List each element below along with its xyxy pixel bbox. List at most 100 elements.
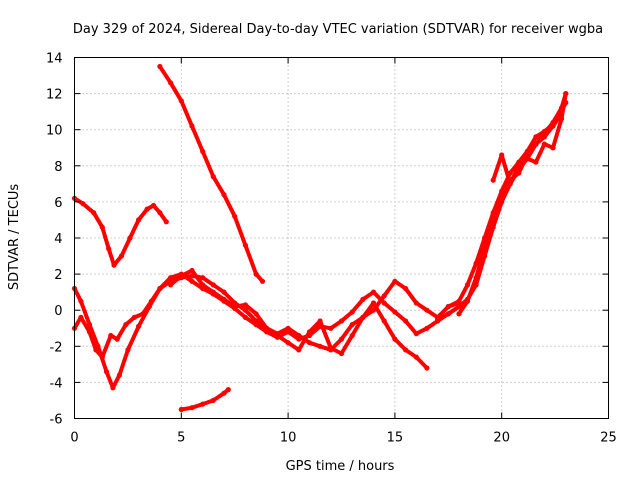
series-line-trace-j <box>491 91 568 186</box>
data-point <box>413 354 419 360</box>
data-point <box>541 134 548 140</box>
series-line-trace-e <box>72 273 461 360</box>
data-point <box>108 332 114 339</box>
data-point <box>533 141 539 147</box>
data-point <box>136 323 142 329</box>
data-point <box>464 282 471 288</box>
data-point <box>490 217 496 223</box>
data-point <box>306 340 313 346</box>
data-point <box>91 210 97 216</box>
data-point <box>392 309 398 315</box>
data-point <box>178 406 184 413</box>
data-point <box>99 224 105 230</box>
data-point <box>221 390 227 396</box>
series-line-trace-c <box>179 387 231 412</box>
data-point <box>93 347 99 353</box>
y-axis-label: SDTVAR / TECUs <box>7 184 22 291</box>
data-point <box>210 282 216 288</box>
data-point <box>80 201 86 207</box>
y-tick-label: 6 <box>54 196 62 211</box>
data-point <box>370 300 377 306</box>
data-point <box>285 340 291 346</box>
data-point <box>456 304 462 310</box>
x-tick-label: 0 <box>70 431 78 446</box>
data-point <box>189 267 195 274</box>
data-point <box>473 275 479 281</box>
data-point <box>253 318 259 324</box>
data-point <box>381 318 387 324</box>
data-point <box>473 260 479 266</box>
data-point <box>242 314 248 320</box>
data-point <box>381 300 387 306</box>
data-point <box>370 289 377 295</box>
data-point <box>125 347 131 353</box>
data-point <box>200 282 206 288</box>
data-point <box>168 80 174 86</box>
data-point <box>106 246 112 252</box>
plot-frame <box>74 57 609 419</box>
y-tick-label: -4 <box>50 376 63 391</box>
data-point <box>541 141 548 147</box>
data-point <box>413 300 419 306</box>
data-point <box>189 123 195 129</box>
data-point <box>349 309 355 315</box>
data-point <box>123 322 129 328</box>
y-tick-label: 2 <box>54 268 62 283</box>
data-point <box>338 350 345 357</box>
data-point <box>210 397 216 403</box>
data-point <box>140 311 146 317</box>
data-point <box>445 304 451 310</box>
data-point <box>524 152 530 158</box>
data-point <box>563 91 569 97</box>
y-tick-label: -6 <box>50 413 63 428</box>
data-point <box>349 332 355 339</box>
data-point <box>424 365 430 371</box>
data-point <box>78 298 84 304</box>
data-point <box>144 206 150 212</box>
y-tick-label: 0 <box>54 304 62 319</box>
data-point <box>157 285 163 292</box>
data-point <box>118 253 125 259</box>
data-point <box>189 278 195 284</box>
data-point <box>127 235 133 241</box>
data-point <box>328 345 334 351</box>
data-point <box>168 282 174 288</box>
x-tick-label: 20 <box>493 431 510 446</box>
data-point <box>456 311 462 317</box>
data-point <box>253 311 259 317</box>
y-tick-label: 12 <box>46 88 63 103</box>
data-point <box>225 387 231 393</box>
data-point <box>317 318 323 324</box>
data-point <box>550 123 556 129</box>
data-point <box>424 325 430 331</box>
data-point <box>274 332 280 339</box>
data-point <box>392 336 398 342</box>
series-line-trace-f <box>168 268 429 370</box>
data-point <box>189 405 195 411</box>
data-point <box>157 210 163 216</box>
data-point <box>78 314 84 320</box>
data-point <box>403 347 409 353</box>
data-point <box>285 325 291 331</box>
data-point <box>103 369 110 375</box>
data-point <box>296 347 302 353</box>
y-tick-label: -2 <box>50 340 63 355</box>
data-point <box>360 296 366 302</box>
data-point <box>200 275 206 281</box>
data-series <box>71 63 569 413</box>
data-point <box>264 325 270 331</box>
data-point <box>360 314 366 320</box>
data-point <box>200 401 206 407</box>
axes: 0 5 10 15 20 25 -6 -4 -2 0 2 4 6 8 10 12 14 <box>46 52 617 446</box>
x-axis-label: GPS time / hours <box>286 459 395 474</box>
data-point <box>232 304 238 310</box>
x-tick-label: 5 <box>177 431 185 446</box>
data-point <box>296 332 302 339</box>
data-point <box>349 322 355 328</box>
data-point <box>445 311 451 317</box>
y-tick-label: 8 <box>54 160 62 175</box>
data-point <box>210 174 216 180</box>
data-point <box>200 148 206 154</box>
data-point <box>456 298 462 304</box>
data-point <box>558 116 565 122</box>
